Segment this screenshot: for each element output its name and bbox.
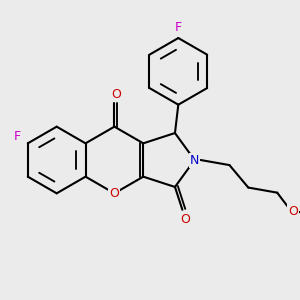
Text: O: O (181, 213, 190, 226)
Text: O: O (288, 205, 298, 218)
Text: O: O (111, 88, 121, 100)
Text: N: N (190, 154, 199, 166)
Text: O: O (110, 187, 119, 200)
Text: F: F (175, 21, 182, 34)
Text: F: F (13, 130, 20, 143)
